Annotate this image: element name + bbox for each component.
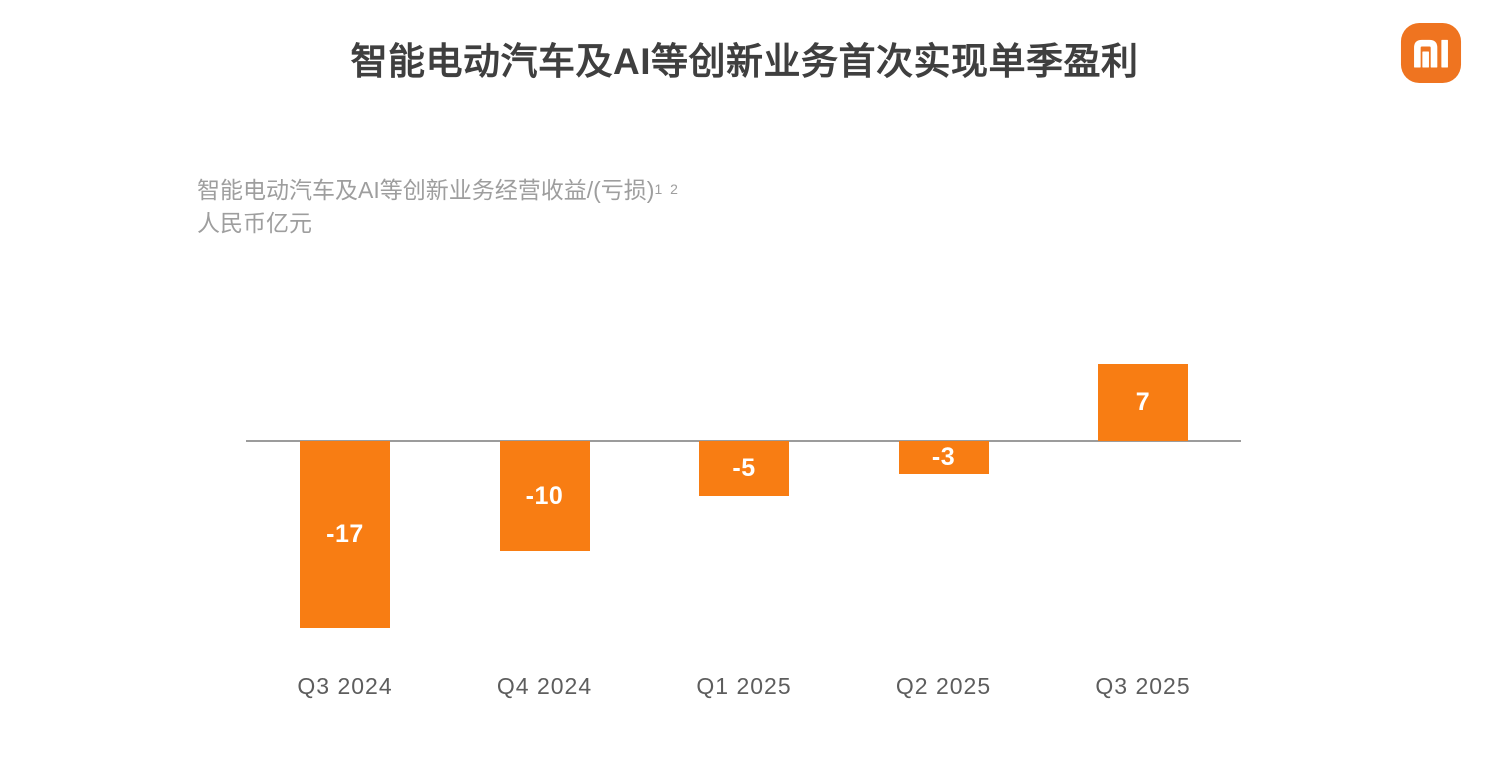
x-label-q3-2024: Q3 2024 <box>297 673 393 699</box>
value-label-q3-2024: -17 <box>326 520 364 548</box>
page-title: 智能电动汽车及AI等创新业务首次实现单季盈利 <box>350 41 1139 82</box>
value-label-q2-2025: -3 <box>931 443 956 471</box>
value-label-q1-2025: -5 <box>732 454 756 482</box>
x-label-q1-2025: Q1 2025 <box>696 673 792 699</box>
bar-q3-2025: 7 <box>1098 364 1188 441</box>
bar-q2-2025: -3 <box>898 441 989 474</box>
bar-q3-2024: -17 <box>300 441 390 628</box>
subtitle-line1: 智能电动汽车及AI等创新业务经营收益/(亏损)1 2 <box>197 174 680 207</box>
bar-q4-2024: -10 <box>499 441 590 551</box>
bar-q1-2025: -5 <box>699 441 789 496</box>
subtitle-footnote-markers: 1 2 <box>654 181 680 197</box>
chart-subtitle: 智能电动汽车及AI等创新业务经营收益/(亏损)1 2 人民币亿元 <box>197 174 680 240</box>
subtitle-text: 智能电动汽车及AI等创新业务经营收益/(亏损) <box>197 177 655 203</box>
xiaomi-logo-icon <box>1400 22 1462 84</box>
x-label-q2-2025: Q2 2025 <box>895 673 992 699</box>
subtitle-unit: 人民币亿元 <box>197 210 312 236</box>
value-label-q3-2025: 7 <box>1135 388 1151 416</box>
x-label-q3-2025: Q3 2025 <box>1095 673 1191 699</box>
x-label-q4-2024: Q4 2024 <box>496 673 593 699</box>
xiaomi-logo <box>1400 22 1462 84</box>
value-label-q4-2024: -10 <box>525 481 564 510</box>
